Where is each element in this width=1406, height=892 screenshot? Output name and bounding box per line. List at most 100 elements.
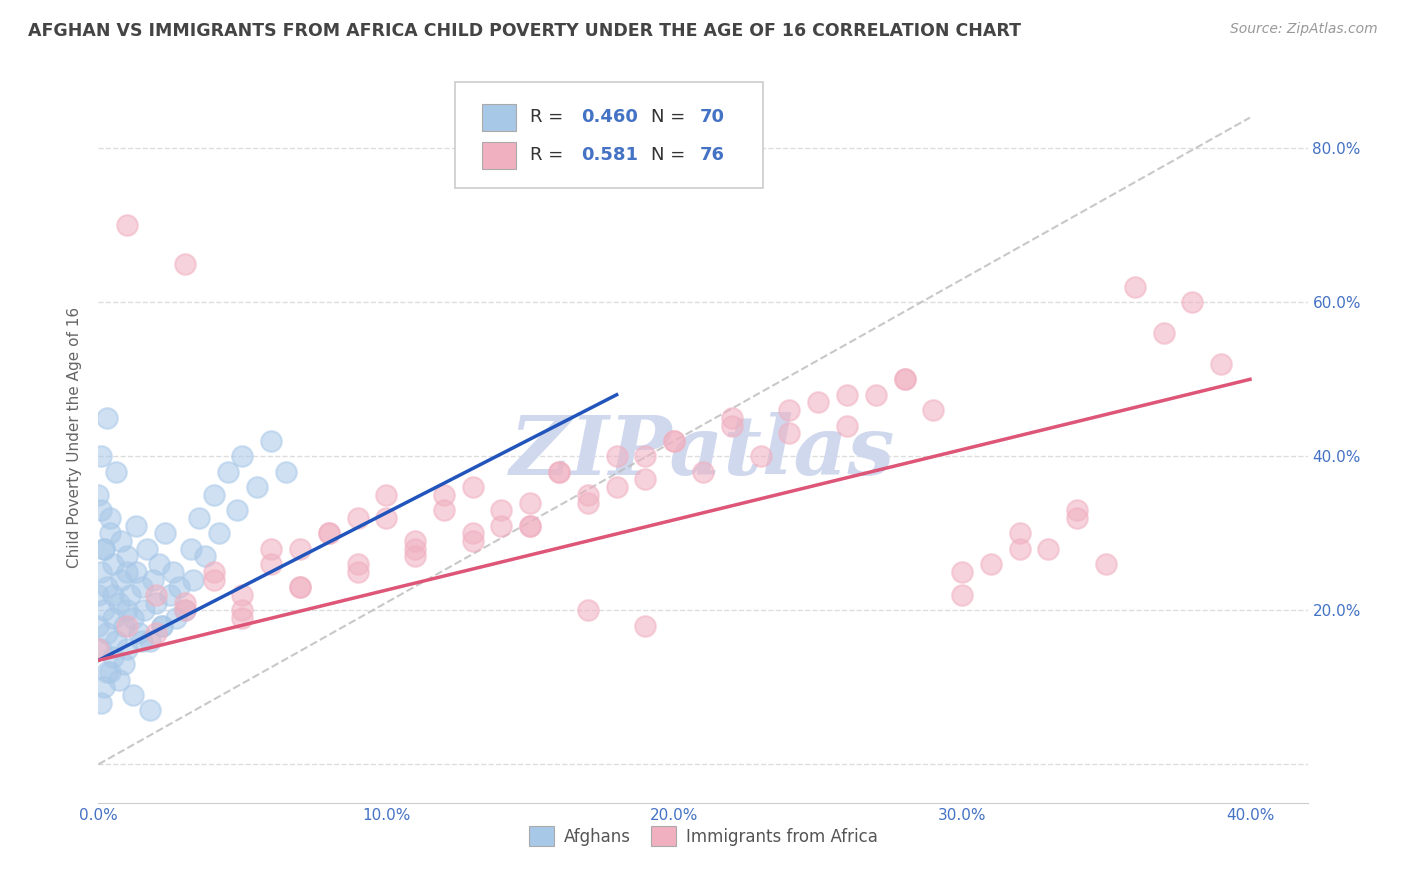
Point	[115, 219, 138, 233]
Point	[1008, 526, 1031, 541]
Point	[634, 618, 657, 632]
Point	[98, 526, 121, 541]
Point	[110, 573, 132, 587]
Point	[96, 626, 118, 640]
Point	[1181, 295, 1204, 310]
Text: 70: 70	[699, 109, 724, 127]
Point	[548, 465, 571, 479]
Point	[1038, 541, 1060, 556]
Text: N =: N =	[651, 109, 690, 127]
Point	[1095, 557, 1118, 571]
Point	[1066, 503, 1088, 517]
Point	[208, 526, 231, 541]
Point	[576, 495, 599, 509]
Point	[634, 450, 657, 464]
Point	[96, 580, 118, 594]
Point	[664, 434, 686, 448]
Point	[159, 588, 181, 602]
Point	[101, 557, 124, 571]
Text: AFGHAN VS IMMIGRANTS FROM AFRICA CHILD POVERTY UNDER THE AGE OF 16 CORRELATION C: AFGHAN VS IMMIGRANTS FROM AFRICA CHILD P…	[28, 22, 1021, 40]
Point	[93, 681, 115, 695]
Point	[835, 418, 858, 433]
Point	[93, 541, 115, 556]
Point	[183, 573, 205, 587]
Point	[90, 450, 112, 464]
Point	[375, 488, 398, 502]
Point	[98, 665, 121, 679]
Point	[145, 588, 167, 602]
Point	[606, 450, 628, 464]
Point	[519, 495, 541, 509]
Point	[115, 603, 138, 617]
Point	[122, 688, 145, 702]
Point	[153, 526, 176, 541]
Point	[519, 518, 541, 533]
Point	[634, 472, 657, 486]
FancyBboxPatch shape	[482, 142, 516, 169]
Point	[125, 565, 148, 579]
Point	[107, 596, 129, 610]
Point	[807, 395, 830, 409]
Text: 76: 76	[699, 146, 724, 164]
Point	[692, 465, 714, 479]
Point	[96, 665, 118, 679]
Point	[120, 588, 142, 602]
Point	[134, 603, 156, 617]
Point	[112, 618, 135, 632]
Point	[1123, 280, 1146, 294]
Legend: Afghans, Immigrants from Africa: Afghans, Immigrants from Africa	[522, 820, 884, 853]
Point	[173, 596, 195, 610]
Point	[150, 618, 173, 632]
Point	[93, 603, 115, 617]
Point	[131, 580, 153, 594]
Point	[260, 557, 283, 571]
Point	[173, 257, 195, 271]
Point	[346, 511, 368, 525]
Point	[180, 541, 202, 556]
Point	[922, 403, 945, 417]
Text: 0.581: 0.581	[581, 146, 638, 164]
Point	[217, 465, 239, 479]
Text: 0.460: 0.460	[581, 109, 638, 127]
Text: N =: N =	[651, 146, 690, 164]
Point	[115, 549, 138, 564]
Point	[231, 588, 253, 602]
Point	[122, 611, 145, 625]
Point	[980, 557, 1002, 571]
Point	[101, 611, 124, 625]
FancyBboxPatch shape	[456, 82, 763, 188]
Point	[87, 588, 110, 602]
Point	[491, 503, 513, 517]
Text: Source: ZipAtlas.com: Source: ZipAtlas.com	[1230, 22, 1378, 37]
Point	[148, 557, 170, 571]
Point	[548, 465, 571, 479]
Point	[107, 673, 129, 687]
Point	[720, 418, 742, 433]
Point	[346, 557, 368, 571]
Point	[231, 603, 253, 617]
Point	[720, 410, 742, 425]
Point	[202, 573, 225, 587]
Point	[110, 534, 132, 549]
Point	[115, 641, 138, 656]
Point	[165, 611, 187, 625]
Point	[274, 465, 297, 479]
Point	[128, 626, 150, 640]
Point	[1008, 541, 1031, 556]
Point	[664, 434, 686, 448]
Point	[98, 511, 121, 525]
Point	[404, 541, 426, 556]
Point	[112, 657, 135, 672]
Point	[131, 634, 153, 648]
Point	[225, 503, 247, 517]
Point	[150, 618, 173, 632]
Point	[778, 426, 800, 441]
Point	[519, 518, 541, 533]
Point	[202, 488, 225, 502]
Point	[288, 541, 311, 556]
Point	[606, 480, 628, 494]
Point	[318, 526, 340, 541]
Point	[87, 641, 110, 656]
Point	[90, 565, 112, 579]
Point	[461, 534, 484, 549]
